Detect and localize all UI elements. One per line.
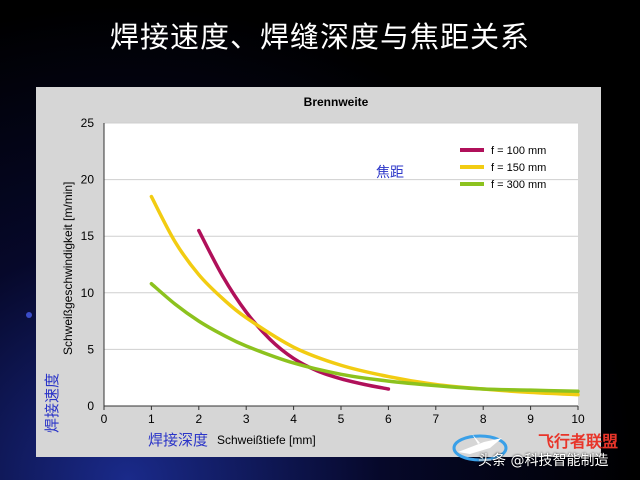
legend-label: f = 100 mm: [491, 145, 546, 157]
y-tick-label: 20: [81, 173, 95, 187]
airplane-logo-icon: [452, 434, 508, 462]
watermark-brand: 飞行者联盟: [538, 432, 619, 451]
y-axis-label-cn: 焊接速度: [43, 373, 61, 433]
series-layer: [149, 194, 580, 397]
y-tick-label: 5: [87, 342, 94, 356]
x-tick-label: 7: [432, 412, 439, 426]
legend-label: f = 150 mm: [491, 162, 546, 174]
watermark: 飞行者联盟 头条 @科技智能制造: [440, 424, 640, 480]
series-line: [149, 281, 580, 394]
slide-title: 焊接速度、焊缝深度与焦距关系: [109, 20, 530, 54]
y-tick-label: 10: [81, 286, 95, 300]
x-tick-label: 8: [480, 412, 487, 426]
legend-layer: f = 100 mm f = 150 mm f = 300 mm: [460, 145, 546, 191]
chart-title: Brennweite: [304, 95, 369, 109]
legend-title-cn: 焦距: [376, 165, 404, 181]
axis-layer: 0 5 10 15 20 25 0 1 2 3 4 5 6 7 8 9 10: [81, 116, 585, 426]
legend-label: f = 300 mm: [491, 179, 546, 191]
x-tick-label: 1: [148, 412, 155, 426]
x-tick-label: 9: [527, 412, 534, 426]
x-tick-label: 6: [385, 412, 392, 426]
x-tick-label: 0: [101, 412, 108, 426]
x-tick-label: 2: [195, 412, 202, 426]
series-line: [197, 228, 391, 391]
y-axis-label: Schweißgeschwindigkeit [m/min]: [61, 182, 75, 355]
x-tick-label: 4: [290, 412, 297, 426]
x-tick-label: 10: [571, 412, 585, 426]
bullet-dot: [26, 312, 32, 318]
grid-layer: [104, 122, 578, 350]
x-tick-label: 3: [243, 412, 250, 426]
y-tick-label: 0: [87, 399, 94, 413]
watermark-source: 头条 @科技智能制造: [478, 453, 609, 469]
x-axis-label: Schweißtiefe [mm]: [217, 433, 316, 447]
x-tick-label: 5: [338, 412, 345, 426]
x-axis-label-cn: 焊接深度: [148, 431, 208, 449]
chart-panel: 0 5 10 15 20 25 0 1 2 3 4 5 6 7 8 9 10 f = 100 mm f = 150…: [36, 87, 601, 457]
chart-svg: 0 5 10 15 20 25 0 1 2 3 4 5 6 7 8 9 10 f = 100 mm f = 150…: [43, 95, 585, 449]
plot-area: [104, 123, 578, 406]
y-tick-label: 25: [81, 116, 95, 130]
y-tick-label: 15: [81, 229, 95, 243]
